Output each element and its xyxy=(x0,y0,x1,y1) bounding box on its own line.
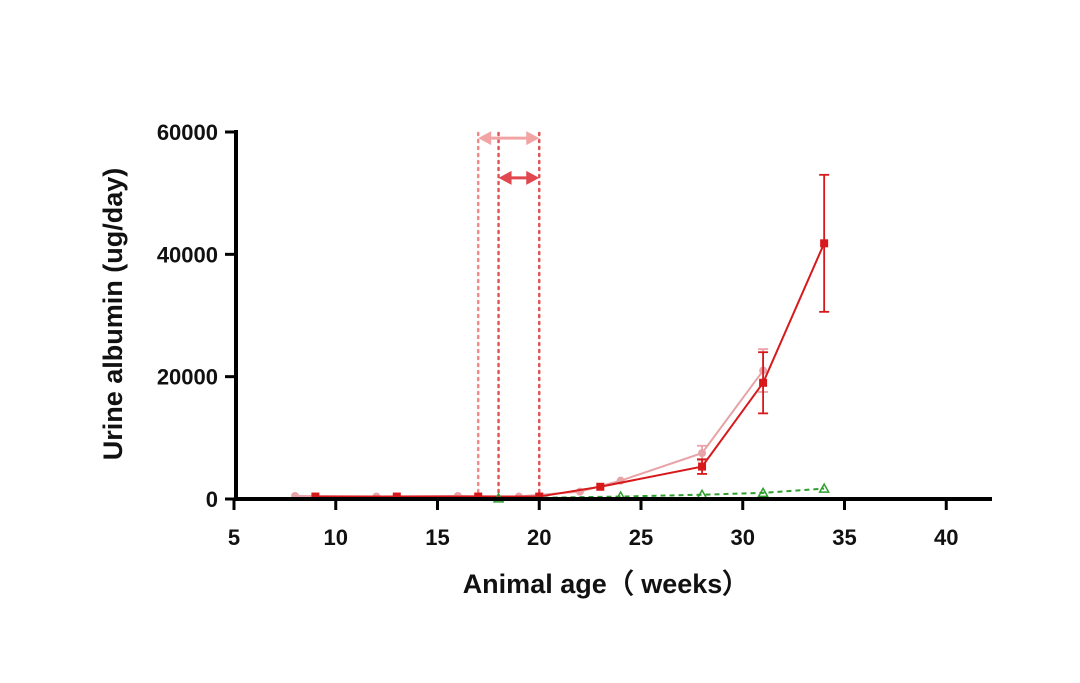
x-axis-title: Animal age（ weeks） xyxy=(463,569,750,599)
data-point xyxy=(759,378,768,387)
y-tick-label: 40000 xyxy=(157,242,218,267)
tick-layer: 5 10 15 20 25 30 35 40 0 20000 40000 60000 xyxy=(157,120,959,550)
y-axis-title: Urine albumin (ug/day) xyxy=(98,168,128,461)
data-point xyxy=(474,492,483,501)
arrow-head-right xyxy=(526,170,540,185)
data-point xyxy=(698,462,707,471)
data-point xyxy=(392,492,401,501)
data-point xyxy=(818,482,830,493)
data-point xyxy=(820,239,829,248)
arrow-head-left xyxy=(478,131,492,146)
y-tick-label: 60000 xyxy=(157,120,218,145)
data-point xyxy=(535,492,544,501)
arrow-head-left xyxy=(498,170,512,185)
y-tick-label: 0 xyxy=(206,487,218,512)
series-1 xyxy=(291,348,769,501)
x-tick-label: 30 xyxy=(731,525,755,550)
x-tick-label: 35 xyxy=(832,525,856,550)
arrow-head-right xyxy=(526,131,540,146)
data-point xyxy=(757,486,769,498)
x-tick-label: 20 xyxy=(527,525,551,550)
series-2 xyxy=(311,173,830,501)
series-line xyxy=(295,369,764,498)
x-tick-label: 10 xyxy=(324,525,348,550)
x-tick-label: 5 xyxy=(228,525,240,550)
x-tick-label: 40 xyxy=(934,525,958,550)
data-point xyxy=(698,449,707,458)
axes xyxy=(234,130,992,501)
x-tick-label: 15 xyxy=(425,525,449,550)
annotation-layer xyxy=(476,131,541,499)
series-layer xyxy=(291,173,830,503)
y-tick-label: 20000 xyxy=(157,365,218,390)
x-tick-label: 25 xyxy=(629,525,653,550)
series-line xyxy=(315,242,826,498)
data-point xyxy=(596,482,605,491)
data-point xyxy=(311,492,320,501)
